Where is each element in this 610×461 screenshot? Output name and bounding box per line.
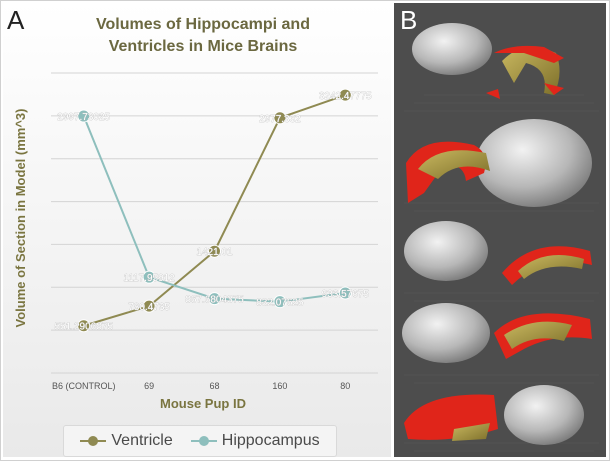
brain-render-illustration <box>402 23 599 452</box>
legend-item-hippocampus: Hippocampus <box>190 432 320 450</box>
y-axis-title: Volume of Section in Model (mm^3) <box>13 109 28 328</box>
panel-label-a: A <box>7 5 25 35</box>
brain-render-3 <box>404 221 488 281</box>
x-axis-ticks: B6 (CONTROL) 69 68 160 80 <box>52 381 350 391</box>
data-point-ventricle <box>77 319 91 333</box>
series-layer: 551.2906875 780.4735 1421.01 2977.332 3242.4… <box>54 88 372 333</box>
hippocampus-render-3 <box>518 255 584 279</box>
data-point-hippocampus <box>77 109 91 123</box>
x-tick-label: 69 <box>144 381 154 391</box>
chart-title-line-2: Ventricles in Mice Brains <box>109 38 298 55</box>
data-label-ventricle: 780.4735 <box>128 302 170 313</box>
chart-panel: Volumes of Hippocampi and Ventricles in … <box>3 3 391 457</box>
panel-label-b: B <box>400 5 418 35</box>
gridlines <box>51 72 378 374</box>
brain-render-5 <box>504 385 584 445</box>
hippocampus-render-4 <box>504 321 572 349</box>
x-tick-label: 80 <box>340 381 350 391</box>
brain-renders-panel: B <box>394 3 606 457</box>
data-label-hippocampus: 1117.95912 <box>123 273 175 284</box>
legend-item-ventricle: Ventricle <box>80 432 173 450</box>
legend-label-ventricle: Ventricle <box>111 432 173 449</box>
data-point-ventricle <box>273 111 287 125</box>
chart-title-line-1: Volumes of Hippocampi and <box>96 16 310 33</box>
legend-swatch-ventricle <box>80 435 107 447</box>
data-label-ventricle: 2977.332 <box>259 114 301 125</box>
data-point-ventricle <box>142 299 156 313</box>
data-label-hippocampus: 867.6804375 <box>185 295 244 306</box>
legend-swatch-hippocampus <box>190 435 217 447</box>
x-tick-label: 160 <box>272 381 287 391</box>
data-point-ventricle <box>208 244 221 258</box>
legend-label-hippocampus: Hippocampus <box>221 432 320 449</box>
ventricle-render-1 <box>486 45 564 99</box>
chart-legend: Ventricle Hippocampus <box>63 425 337 457</box>
data-label-hippocampus: 2997.73025 <box>57 112 110 123</box>
grid-floor <box>404 94 599 452</box>
data-label-hippocampus: 832.07625 <box>256 298 304 309</box>
data-label-ventricle: 551.2906875 <box>54 322 113 333</box>
hippocampus-render-2 <box>418 150 490 179</box>
data-label-hippocampus: 933.57675 <box>322 289 370 300</box>
data-label-ventricle: 3242.47775 <box>319 91 372 102</box>
data-point-hippocampus <box>273 295 287 309</box>
x-tick-label: B6 (CONTROL) <box>52 381 116 391</box>
x-tick-label: 68 <box>209 381 219 391</box>
brain-render-1a <box>412 23 492 75</box>
x-axis-title: Mouse Pup ID <box>160 396 246 411</box>
data-point-hippocampus <box>338 286 352 300</box>
data-label-ventricle: 1421.01 <box>196 247 233 258</box>
line-chart: Volumes of Hippocampi and Ventricles in … <box>13 16 378 411</box>
data-point-hippocampus <box>142 270 156 284</box>
hippocampus-render-5 <box>452 423 490 441</box>
brain-render-4 <box>402 303 490 363</box>
brain-render-2 <box>476 119 592 207</box>
data-point-hippocampus <box>208 292 221 306</box>
data-point-ventricle <box>338 88 352 102</box>
